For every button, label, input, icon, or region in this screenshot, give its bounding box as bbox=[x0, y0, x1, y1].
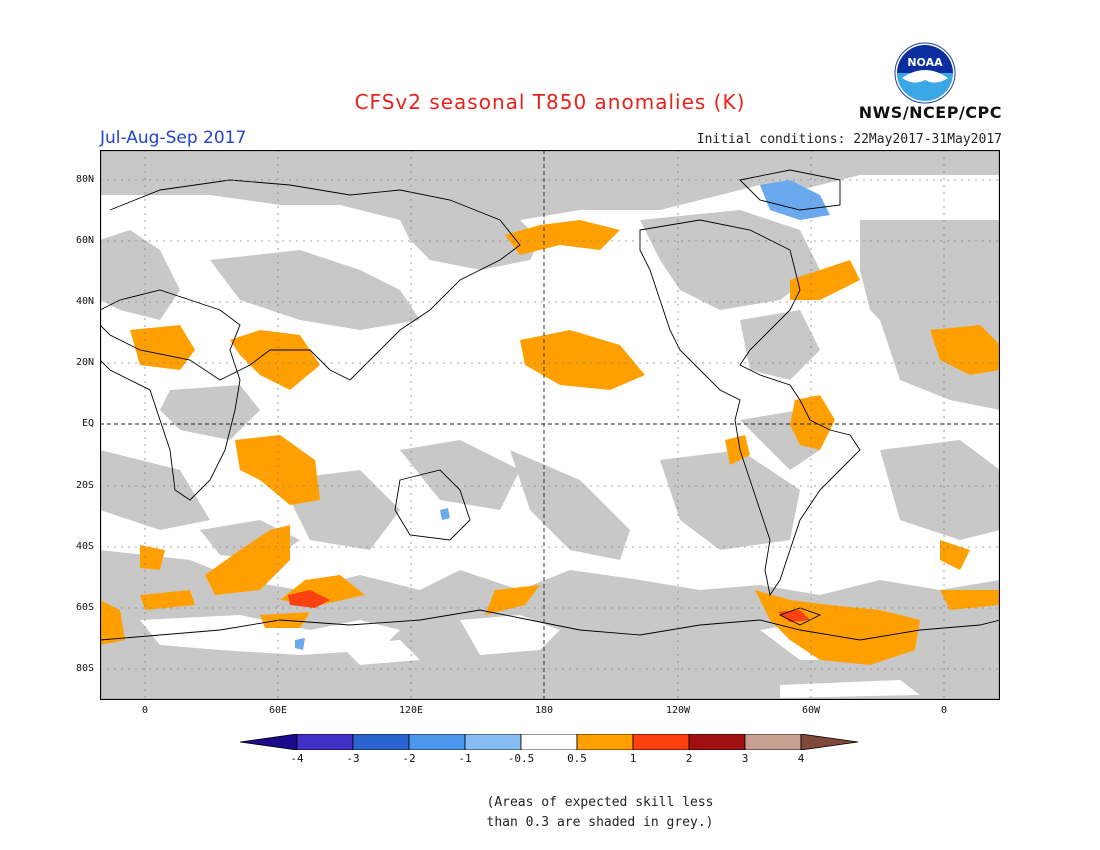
noaa-logo: NOAA bbox=[894, 42, 956, 104]
footnote-line-2: than 0.3 are shaded in grey.) bbox=[486, 815, 714, 830]
colorbar-tick-label: -3 bbox=[346, 752, 360, 765]
colorbar-bins bbox=[239, 733, 859, 751]
cool-anomalies bbox=[295, 180, 830, 650]
colorbar-bin bbox=[464, 733, 522, 751]
colorbar-svg bbox=[239, 733, 859, 751]
colorbar-tick-label: -1 bbox=[458, 752, 472, 765]
lon-label-180: 180 bbox=[534, 705, 554, 716]
grid-lines bbox=[100, 150, 1000, 700]
colorbar-bin bbox=[352, 733, 410, 751]
colorbar bbox=[239, 733, 860, 774]
world-map bbox=[100, 150, 1000, 700]
colorbar-bin bbox=[744, 733, 802, 751]
lon-label-60e: 60E bbox=[268, 705, 288, 716]
season-label: Jul-Aug-Sep 2017 bbox=[100, 128, 247, 148]
lat-label-20s: 20S bbox=[75, 480, 94, 491]
colorbar-bin bbox=[408, 733, 466, 751]
map-frame bbox=[100, 150, 1000, 700]
lat-label-40n: 40N bbox=[75, 296, 94, 307]
lon-label-120e: 120E bbox=[398, 705, 424, 716]
lon-label-0-right: 0 bbox=[940, 705, 948, 716]
noaa-logo-text: NOAA bbox=[907, 56, 943, 69]
lon-label-60w: 60W bbox=[801, 705, 821, 716]
agency-label: NWS/NCEP/CPC bbox=[858, 103, 1002, 122]
lat-label-80n: 80N bbox=[75, 174, 94, 185]
lat-label-40s: 40S bbox=[75, 541, 94, 552]
coastlines bbox=[100, 169, 1000, 641]
colorbar-tick-label: -2 bbox=[402, 752, 416, 765]
colorbar-tick-label: -0.5 bbox=[507, 752, 535, 765]
colorbar-bin bbox=[800, 733, 859, 751]
colorbar-bin bbox=[688, 733, 746, 751]
colorbar-bin bbox=[632, 733, 690, 751]
noaa-logo-icon: NOAA bbox=[894, 42, 956, 104]
colorbar-bin bbox=[239, 733, 298, 751]
footnote: (Areas of expected skill less than 0.3 a… bbox=[0, 793, 1100, 833]
footnote-line-1: (Areas of expected skill less bbox=[486, 795, 714, 810]
colorbar-bin bbox=[296, 733, 354, 751]
lat-label-80s: 80S bbox=[75, 663, 94, 674]
colorbar-tick-label: 1 bbox=[629, 752, 637, 765]
colorbar-tick-label: 4 bbox=[797, 752, 805, 765]
lat-label-60n: 60N bbox=[75, 235, 94, 246]
lat-label-eq: EQ bbox=[81, 418, 94, 429]
reference-lines bbox=[100, 150, 1000, 700]
warm-anomalies bbox=[100, 220, 1000, 665]
lat-label-20n: 20N bbox=[75, 357, 94, 368]
initial-conditions-label: Initial conditions: 22May2017-31May2017 bbox=[696, 132, 1002, 147]
lon-label-120w: 120W bbox=[665, 705, 691, 716]
colorbar-tick-label: 0.5 bbox=[567, 752, 587, 765]
lon-label-0: 0 bbox=[141, 705, 149, 716]
colorbar-bin bbox=[520, 733, 578, 751]
colorbar-tick-label: -4 bbox=[290, 752, 304, 765]
chart-title: CFSv2 seasonal T850 anomalies (K) bbox=[354, 90, 746, 114]
colorbar-tick-label: 3 bbox=[741, 752, 749, 765]
lat-label-60s: 60S bbox=[75, 602, 94, 613]
colorbar-bin bbox=[576, 733, 634, 751]
colorbar-tick-label: 2 bbox=[685, 752, 693, 765]
map-panel bbox=[100, 150, 1000, 700]
